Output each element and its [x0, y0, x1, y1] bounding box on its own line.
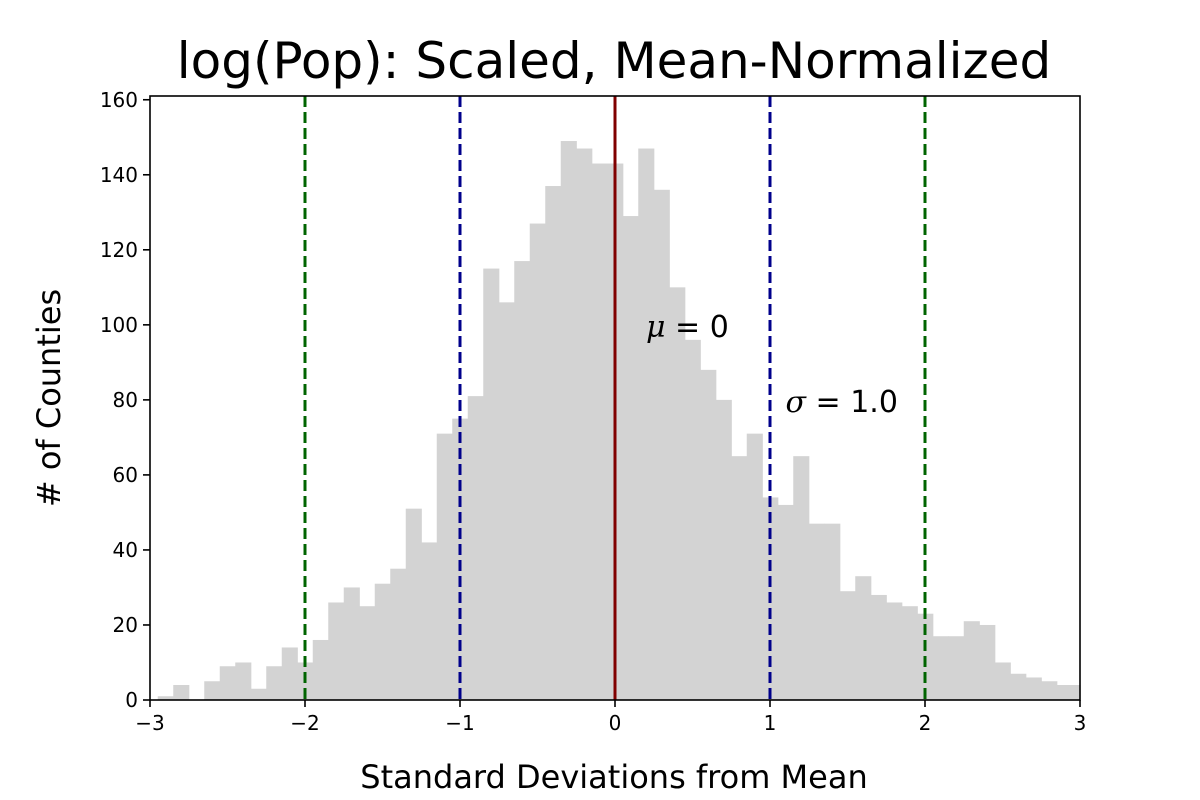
histogram-bar	[560, 141, 577, 701]
histogram-bar	[514, 261, 531, 700]
mean-annotation: μ = 0	[646, 310, 729, 345]
x-axis-label: Standard Deviations from Mean	[360, 758, 867, 796]
y-axis-ticks: 0 20 40 60 80 100 120 140 160	[100, 88, 150, 712]
histogram-bar	[731, 456, 748, 700]
histogram-bar	[390, 568, 407, 700]
histogram-bar	[1041, 681, 1058, 700]
histogram-bar	[312, 639, 329, 700]
histogram-bar	[576, 148, 593, 701]
histogram-bar	[669, 287, 686, 700]
histogram-bar	[1010, 673, 1027, 700]
histogram-bar	[204, 681, 221, 700]
x-tick-label: −3	[135, 711, 164, 735]
histogram-bar	[498, 302, 515, 700]
y-tick-label: 120	[100, 238, 138, 262]
histogram-bar	[483, 268, 500, 700]
y-tick-label: 40	[113, 538, 138, 562]
histogram-bar	[979, 624, 996, 700]
std-dev-annotation: σ = 1.0	[786, 385, 898, 420]
chart-title: log(Pop): Scaled, Mean-Normalized	[177, 32, 1052, 90]
histogram-bar	[266, 666, 283, 700]
histogram-bar	[281, 647, 298, 700]
histogram-bar	[901, 606, 918, 700]
histogram-bar	[1072, 684, 1081, 700]
x-tick-label: 2	[919, 711, 932, 735]
histogram-bar	[886, 602, 903, 700]
y-tick-label: 140	[100, 163, 138, 187]
y-tick-label: 160	[100, 88, 138, 112]
histogram-bar	[824, 523, 841, 700]
y-tick-label: 80	[113, 388, 138, 412]
histogram-bar	[1056, 684, 1073, 700]
histogram-bar	[328, 602, 345, 700]
histogram-bar	[545, 186, 562, 701]
histogram-bar	[405, 508, 422, 700]
histogram-bar	[808, 523, 825, 700]
histogram-bar	[343, 587, 360, 700]
histogram-bar	[684, 339, 701, 700]
histogram-bar	[622, 216, 639, 700]
histogram-bar	[994, 662, 1011, 700]
histogram-bar	[700, 369, 717, 700]
y-tick-label: 60	[113, 463, 138, 487]
x-tick-label: 0	[609, 711, 622, 735]
x-tick-label: −2	[290, 711, 319, 735]
x-tick-label: −1	[445, 711, 474, 735]
histogram-bar	[219, 666, 236, 700]
histogram-bar	[653, 189, 670, 700]
histogram-bar	[777, 504, 794, 700]
y-axis-label: # of Counties	[30, 289, 68, 507]
histogram-bar	[855, 576, 872, 700]
histogram-bar	[359, 606, 376, 700]
histogram-bar	[870, 594, 887, 700]
histogram-bars	[157, 141, 1081, 701]
histogram-bar	[591, 163, 608, 700]
histogram-bar	[746, 433, 763, 700]
histogram-bar	[436, 433, 453, 700]
y-tick-label: 20	[113, 613, 138, 637]
histogram-bar	[421, 542, 438, 700]
histogram-bar	[948, 636, 965, 700]
histogram-bar	[374, 583, 391, 700]
histogram-bar	[715, 399, 732, 700]
histogram-bar	[793, 456, 810, 700]
reference-lines	[303, 96, 927, 700]
histogram-bar	[157, 696, 174, 700]
histogram-bar	[529, 223, 546, 700]
histogram-bar	[250, 688, 267, 700]
histogram-bar	[963, 621, 980, 700]
histogram-bar	[235, 662, 252, 700]
histogram-bar	[1025, 677, 1042, 700]
histogram-bar	[839, 591, 856, 700]
y-tick-label: 0	[125, 688, 138, 712]
histogram-bar	[638, 148, 655, 701]
histogram-bar	[932, 636, 949, 700]
y-tick-label: 100	[100, 313, 138, 337]
x-axis-ticks: −3 −2 −1 0 1 2 3	[135, 700, 1086, 735]
histogram-bar	[452, 418, 469, 700]
chart-annotations: μ = 0 σ = 1.0	[646, 310, 898, 420]
x-tick-label: 3	[1074, 711, 1087, 735]
histogram-bar	[173, 684, 190, 700]
histogram-bar	[467, 396, 484, 700]
x-tick-label: 1	[764, 711, 777, 735]
